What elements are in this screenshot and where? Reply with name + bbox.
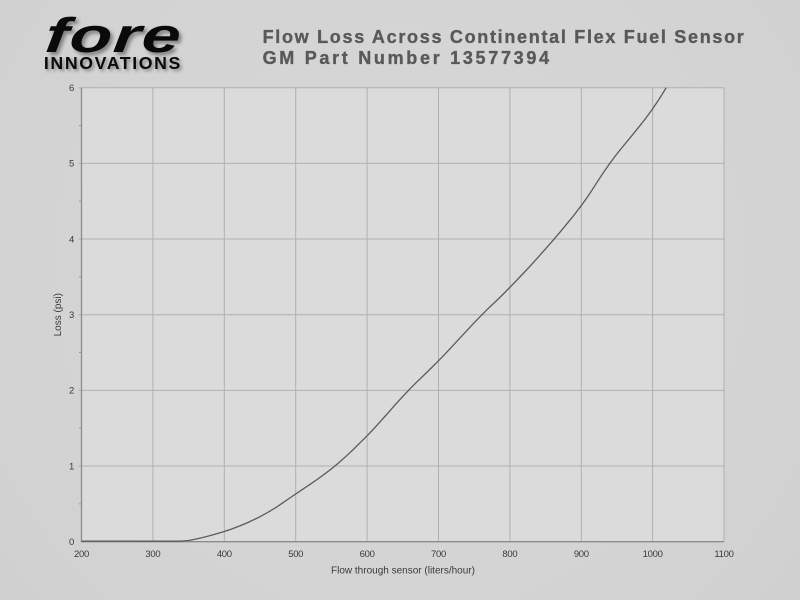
svg-text:1: 1 <box>69 461 74 472</box>
svg-text:300: 300 <box>145 549 160 560</box>
svg-text:2: 2 <box>69 386 74 397</box>
svg-text:3: 3 <box>69 310 74 321</box>
svg-text:Flow through sensor (liters/ho: Flow through sensor (liters/hour) <box>331 566 475 577</box>
svg-text:1100: 1100 <box>714 549 733 560</box>
svg-text:1000: 1000 <box>643 549 663 560</box>
svg-text:200: 200 <box>74 549 89 560</box>
svg-text:6: 6 <box>69 83 74 94</box>
svg-text:400: 400 <box>217 549 232 560</box>
svg-text:900: 900 <box>574 549 589 560</box>
svg-text:5: 5 <box>69 159 74 170</box>
svg-text:700: 700 <box>431 549 446 560</box>
svg-text:800: 800 <box>502 549 517 560</box>
svg-text:500: 500 <box>288 549 303 560</box>
svg-text:600: 600 <box>360 549 375 560</box>
svg-text:4: 4 <box>69 234 74 245</box>
svg-text:Loss (psi): Loss (psi) <box>53 293 64 336</box>
svg-text:0: 0 <box>69 537 74 548</box>
